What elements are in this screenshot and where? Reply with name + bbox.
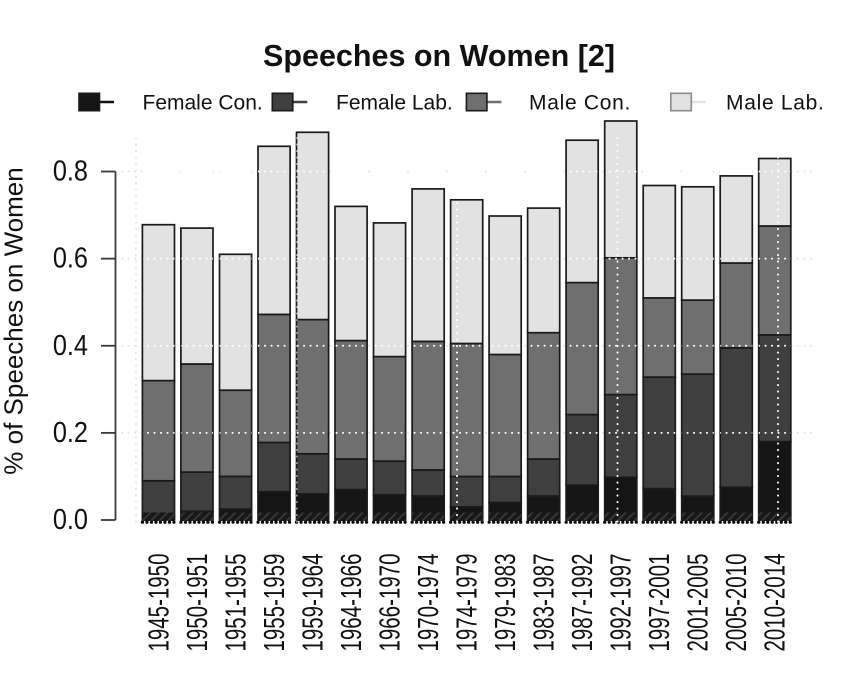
svg-text:1966-1970: 1966-1970 <box>375 554 406 652</box>
svg-text:1974-1979: 1974-1979 <box>452 554 483 652</box>
svg-text:1959-1964: 1959-1964 <box>298 554 329 652</box>
svg-text:1983-1987: 1983-1987 <box>529 554 560 652</box>
svg-text:2010-2014: 2010-2014 <box>761 554 792 652</box>
svg-text:1945-1950: 1945-1950 <box>144 554 175 652</box>
svg-text:1951-1955: 1951-1955 <box>221 554 252 652</box>
svg-text:Female Lab.: Female Lab. <box>336 92 453 115</box>
svg-text:2005-2010: 2005-2010 <box>722 554 753 652</box>
svg-text:2001-2005: 2001-2005 <box>683 554 714 652</box>
svg-text:Female Con.: Female Con. <box>143 92 263 115</box>
svg-text:1970-1974: 1970-1974 <box>414 554 445 652</box>
svg-text:0.6: 0.6 <box>53 242 88 274</box>
svg-text:0.2: 0.2 <box>53 416 88 448</box>
svg-text:0.4: 0.4 <box>53 329 88 361</box>
svg-text:Male Lab.: Male Lab. <box>726 92 825 115</box>
svg-text:0.0: 0.0 <box>53 504 88 536</box>
svg-text:Speeches on Women [2]: Speeches on Women [2] <box>263 39 615 73</box>
svg-text:1979-1983: 1979-1983 <box>491 554 522 652</box>
svg-text:1964-1966: 1964-1966 <box>337 554 368 652</box>
svg-text:% of Speeches on Women: % of Speeches on Women <box>0 167 29 474</box>
svg-text:1992-1997: 1992-1997 <box>606 554 637 652</box>
svg-text:1955-1959: 1955-1959 <box>260 554 291 652</box>
svg-text:0.8: 0.8 <box>53 155 88 187</box>
svg-text:1987-1992: 1987-1992 <box>568 554 599 652</box>
svg-text:Male Con.: Male Con. <box>529 92 631 115</box>
svg-text:1997-2001: 1997-2001 <box>645 554 676 652</box>
svg-text:1950-1951: 1950-1951 <box>183 554 214 652</box>
